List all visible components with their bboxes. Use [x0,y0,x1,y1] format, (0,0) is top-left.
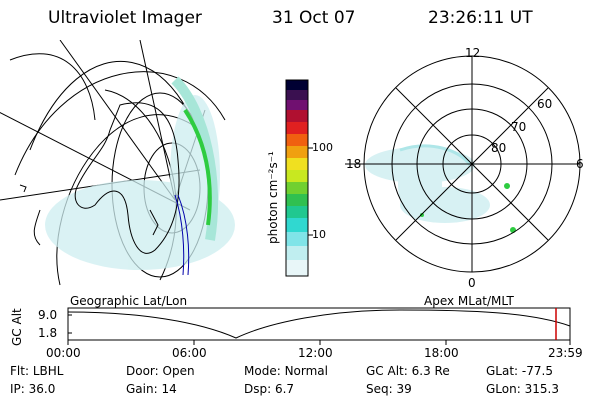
y-tick-1-8: 1.8 [38,326,58,340]
x-tick-1200: 12:00 [298,346,333,360]
polar-plot [345,55,581,273]
polar-lat-80: 80 [491,141,507,155]
polar-label-0: 0 [468,276,476,290]
colorbar-tick-10: 10 [312,228,326,241]
date-label: 31 Oct 07 [272,8,356,28]
polar-label-6: 6 [576,157,584,171]
x-tick-1800: 18:00 [424,346,459,360]
y-tick-9: 9.0 [38,308,58,322]
info-door: Door: Open [126,364,195,378]
polar-lat-60: 60 [537,97,553,111]
altitude-timeline [67,307,571,345]
info-dsp: Dsp: 6.7 [244,382,295,396]
info-seq: Seq: 39 [366,382,412,396]
app-title: Ultraviolet Imager [48,8,202,28]
time-label: 23:26:11 UT [428,8,533,28]
info-ip: IP: 36.0 [10,382,56,396]
info-flt: Flt: LBHL [10,364,64,378]
gc-alt-axis-label: GC Alt [10,308,24,346]
info-gc-alt: GC Alt: 6.3 Re [366,364,450,378]
info-mode: Mode: Normal [244,364,328,378]
geographic-label: Geographic Lat/Lon [70,294,188,308]
colorbar [285,79,313,277]
colorbar-unit-label: photon cm⁻²s⁻¹ [266,151,280,244]
x-tick-2359: 23:59 [548,346,583,360]
info-glon: GLon: 315.3 [486,382,559,396]
x-tick-0600: 06:00 [172,346,207,360]
x-tick-0000: 00:00 [46,346,81,360]
polar-label-18: 18 [346,157,362,171]
apex-label: Apex MLat/MLT [424,294,514,308]
polar-lat-70: 70 [511,120,527,134]
colorbar-tick-100: 100 [312,141,333,154]
info-gain: Gain: 14 [126,382,177,396]
polar-label-12: 12 [465,46,481,60]
info-glat: GLat: -77.5 [486,364,553,378]
